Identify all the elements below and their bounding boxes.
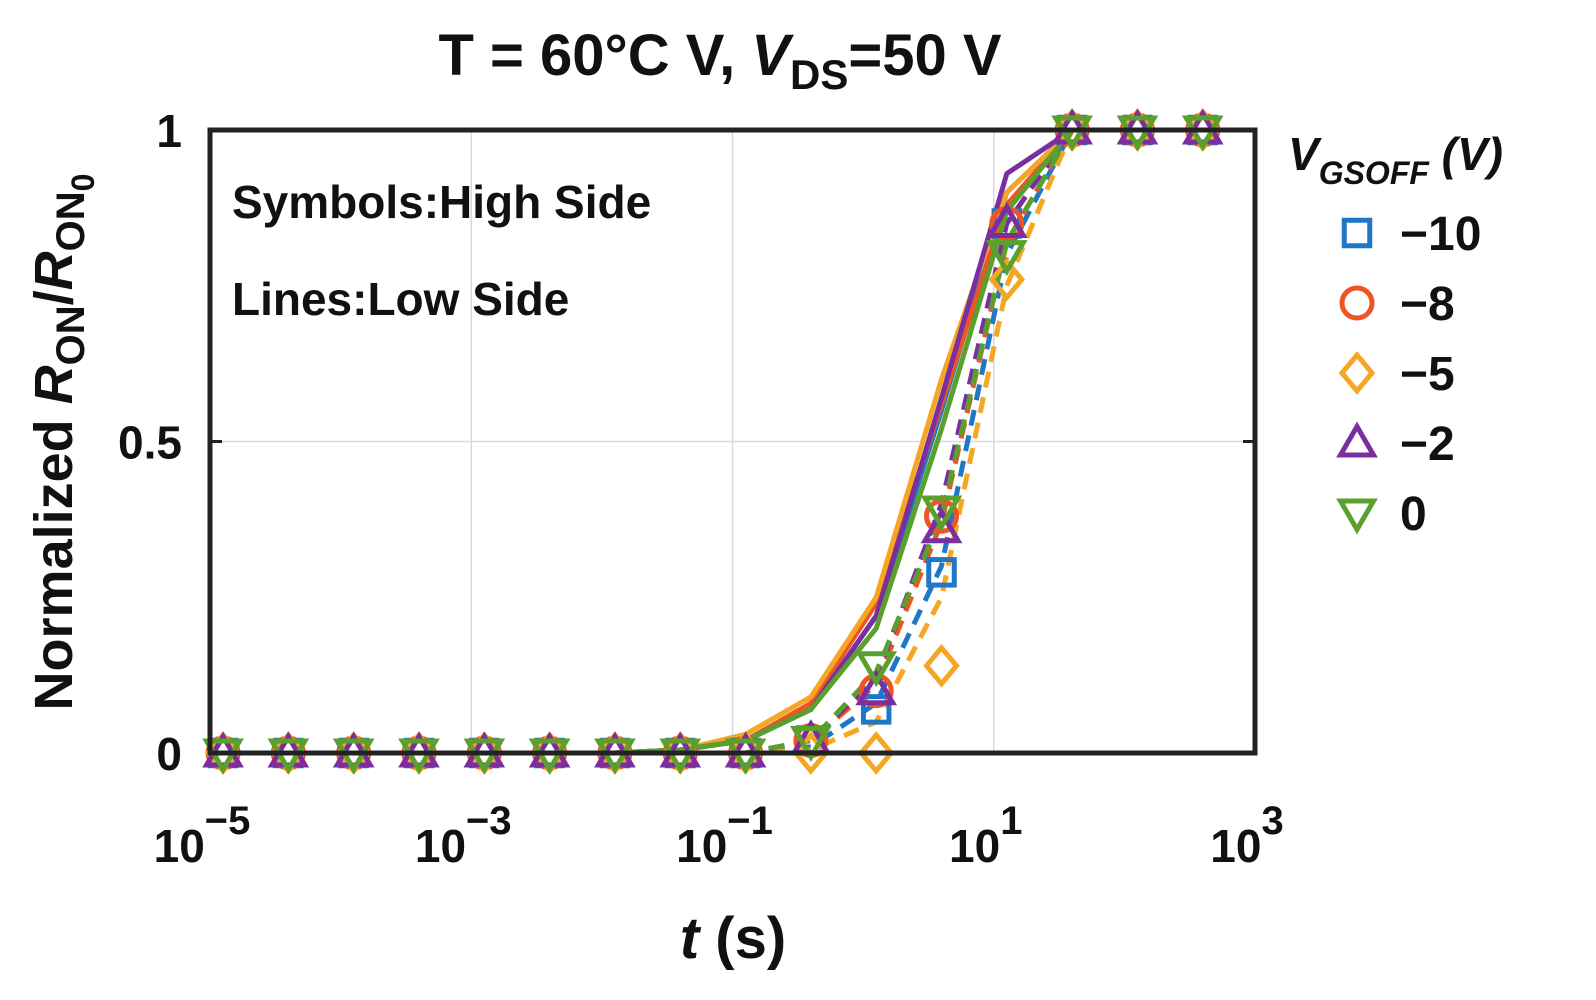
annotation-symbols: Symbols:High Side <box>232 176 651 228</box>
legend-entry: −2 <box>1336 418 1455 471</box>
title-main: T = 60°C V, <box>438 23 751 88</box>
legend-marker-diamond <box>1338 351 1376 395</box>
x-tick-label: 103 <box>1210 799 1283 872</box>
x-tick-label: 10−3 <box>415 799 512 872</box>
y-tick-label: 1 <box>156 105 182 157</box>
x-tick-base: 10 <box>1210 820 1261 872</box>
legend-label: −5 <box>1400 348 1455 401</box>
x-tick-label: 101 <box>949 799 1022 872</box>
x-tick-exp: 3 <box>1261 799 1283 843</box>
x-tick-label: 10−1 <box>676 799 773 872</box>
chart-title: T = 60°C V, VDS=50 V <box>438 23 1001 98</box>
legend-entry: −10 <box>1341 208 1481 261</box>
data-point-triangle-down <box>920 495 963 532</box>
title-var: V <box>751 23 794 88</box>
x-tick-base: 10 <box>949 820 1000 872</box>
x-tick-exp: −3 <box>466 799 512 843</box>
legend-marker-circle <box>1339 285 1375 321</box>
legend-title-sub: GSOFF <box>1319 155 1431 191</box>
y-axis-on1: ON <box>49 305 93 365</box>
y-axis-r2: R <box>24 251 84 290</box>
y-tick-label: 0.5 <box>118 417 182 469</box>
x-tick-exp: 1 <box>1000 799 1022 843</box>
data-point-diamond <box>988 257 1026 302</box>
legend-label: 0 <box>1400 488 1427 541</box>
x-axis-var: t <box>680 906 702 971</box>
y-axis-zero: 0 <box>65 174 101 192</box>
legend-title: VGSOFF (V) <box>1288 128 1503 191</box>
legend-marker-triangle-up <box>1336 421 1378 458</box>
title-tail: =50 V <box>848 23 1001 88</box>
legend-entry: −5 <box>1338 348 1455 401</box>
title-sub: DS <box>790 51 848 98</box>
legend: VGSOFF (V) −10 −8 −5 −2 0 <box>1288 128 1503 541</box>
legend-title-var: V <box>1288 128 1322 180</box>
x-tick-base: 10 <box>154 820 205 872</box>
legend-title-unit: (V) <box>1429 128 1503 180</box>
y-axis-r1: R <box>24 365 84 404</box>
y-tick-labels: 00.51 <box>118 105 182 780</box>
data-point-triangle-up <box>985 201 1028 238</box>
data-point-square <box>926 557 957 588</box>
y-axis-on2: ON <box>49 191 93 251</box>
x-tick-base: 10 <box>415 820 466 872</box>
data-point-diamond <box>857 731 895 775</box>
data-point-square <box>860 694 892 725</box>
data-point-diamond <box>923 643 960 688</box>
x-tick-exp: −5 <box>205 799 251 843</box>
x-tick-exp: −1 <box>727 799 773 843</box>
data-point-diamond <box>792 731 830 775</box>
x-axis-unit: (s) <box>699 906 786 971</box>
data-point-triangle-up <box>920 507 963 544</box>
x-tick-label: 10−5 <box>154 799 251 872</box>
plot-frame <box>207 127 1258 756</box>
annotation-lines: Lines:Low Side <box>232 273 569 325</box>
legend-label: −10 <box>1400 208 1481 261</box>
legend-entry: 0 <box>1336 488 1427 541</box>
legend-label: −2 <box>1400 418 1455 471</box>
y-tick-label: 0 <box>156 728 182 780</box>
data-point-triangle-down <box>985 240 1028 277</box>
y-axis-label: Normalized RON/RON0 <box>24 174 101 711</box>
legend-marker-square <box>1341 217 1373 249</box>
x-tick-labels: 10−5 10−3 10−1 101 103 <box>154 799 1284 872</box>
data-point-triangle-down <box>790 726 832 763</box>
x-axis-label: t (s) <box>680 906 786 971</box>
y-axis-prefix: Normalized <box>24 404 84 710</box>
legend-label: −8 <box>1400 278 1455 331</box>
legend-entries: −10 −8 −5 −2 0 <box>1336 208 1481 541</box>
data-point-triangle-down <box>855 651 898 688</box>
legend-entry: −8 <box>1339 278 1455 331</box>
y-axis-slash: / <box>24 290 84 305</box>
legend-marker-triangle-down <box>1336 498 1378 535</box>
x-tick-base: 10 <box>676 820 727 872</box>
data-point-triangle-up <box>855 669 898 706</box>
